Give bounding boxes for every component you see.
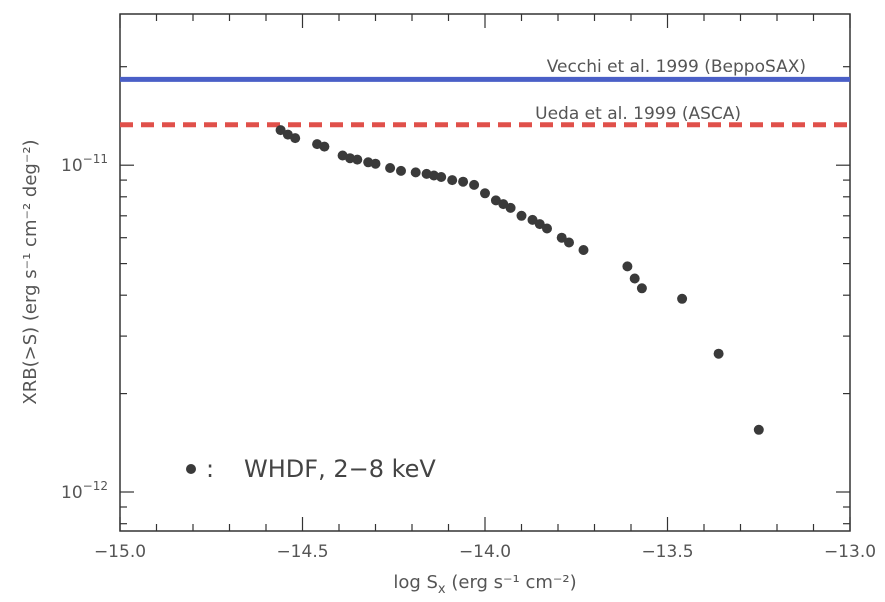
data-point [527, 214, 538, 225]
data-point [410, 167, 421, 178]
legend-marker [186, 464, 196, 474]
x-tick-label: −13.0 [824, 542, 876, 562]
reference-label-vecchi: Vecchi et al. 1999 (BeppoSAX) [547, 57, 806, 77]
data-point [447, 175, 458, 186]
data-point [505, 202, 516, 213]
data-point [370, 158, 381, 169]
legend-label: WHDF, 2−8 keV [244, 455, 436, 483]
legend-colon: : [206, 455, 214, 483]
y-tick-label: 10−11 [61, 152, 108, 176]
data-point [753, 424, 764, 435]
x-axis-label: log Sx (erg s⁻¹ cm⁻²) [393, 572, 576, 597]
x-tick-group [119, 14, 851, 531]
y-tick-label: 10−12 [61, 479, 108, 503]
data-point [275, 125, 286, 136]
data-point [564, 237, 574, 248]
data-point [490, 195, 501, 206]
x-axis-label-main: log S [393, 572, 438, 593]
data-point [385, 163, 396, 173]
x-tick-label: −15.0 [94, 542, 146, 562]
x-tick-label: −14.5 [276, 542, 328, 562]
data-point [458, 176, 469, 187]
x-axis-label-units: (erg s⁻¹ cm⁻²) [446, 572, 577, 593]
y-tick-group [120, 66, 850, 525]
y-axis-label: XRB(>S) (erg s⁻¹ cm⁻² deg⁻²) [20, 139, 41, 404]
data-point [713, 348, 724, 359]
data-point [629, 273, 640, 284]
reference-label-ueda: Ueda et al. 1999 (ASCA) [535, 104, 741, 124]
data-point [290, 133, 301, 144]
x-axis-label-sub: x [438, 582, 446, 597]
data-point [556, 232, 567, 243]
data-point [469, 179, 480, 190]
x-tick-labels: −15.0 −14.5 −14.0 −13.5 −13.0 [94, 542, 876, 562]
y-tick-label-base: 10 [61, 483, 83, 503]
data-point [636, 283, 647, 294]
plot-frame [119, 13, 851, 532]
data-point [516, 210, 527, 221]
data-point [319, 141, 330, 152]
data-point [396, 165, 406, 176]
data-point [352, 154, 363, 165]
y-tick-label-exponent: −11 [83, 152, 108, 166]
data-point [677, 293, 688, 304]
data-point [578, 245, 589, 255]
x-tick-label: −13.5 [641, 542, 693, 562]
y-tick-label-exponent: −12 [83, 479, 108, 493]
data-point [542, 223, 552, 234]
data-point [480, 188, 490, 199]
data-points [275, 125, 764, 435]
data-point [622, 261, 633, 272]
x-tick-label: −14.0 [459, 542, 511, 562]
data-point [534, 219, 545, 230]
data-point [436, 172, 447, 182]
y-tick-label-base: 10 [61, 156, 83, 176]
